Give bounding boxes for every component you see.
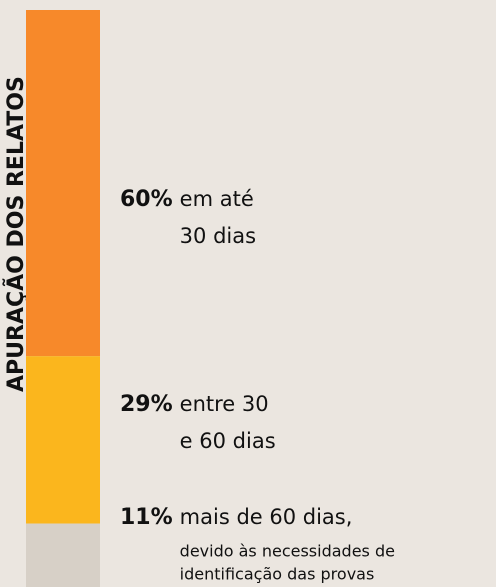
note: identificação das provas: [180, 565, 375, 584]
segment-label: mais de 60 dias,: [180, 505, 353, 529]
value-label: 29%: [120, 392, 173, 417]
value-label: 11%: [120, 505, 173, 530]
segment-label: e 60 dias: [180, 429, 276, 453]
bar-segment: [26, 523, 100, 587]
segment-label: em até: [180, 187, 254, 211]
bar-segment: [26, 10, 100, 357]
note: devido às necessidades de: [180, 542, 395, 561]
chart-title: APURAÇÃO DOS RELATOS: [3, 76, 29, 392]
segment-label: 30 dias: [180, 224, 256, 248]
segment-label: entre 30: [180, 392, 269, 416]
bar-segment: [26, 356, 100, 524]
value-label: 60%: [120, 187, 173, 212]
